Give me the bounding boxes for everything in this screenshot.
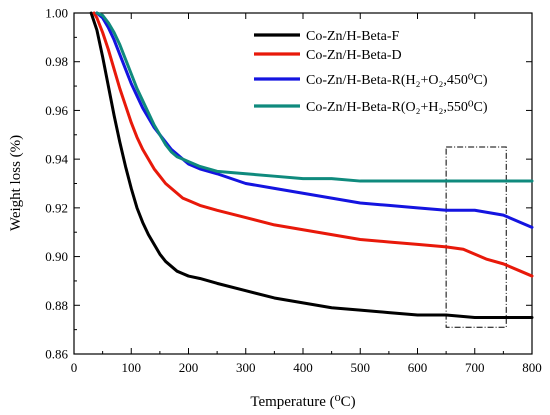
legend-label-series-1: Co-Zn/H-Beta-F: [306, 29, 400, 44]
series-line-2: [92, 11, 534, 278]
axis-ticks: [73, 12, 533, 355]
x-tick-label: 600: [408, 360, 428, 375]
x-tick-label: 400: [293, 360, 313, 375]
series-lines: [89, 11, 534, 319]
y-tick-label: 0.90: [45, 249, 68, 264]
x-tick-label: 0: [71, 360, 78, 375]
series-line-1: [89, 11, 534, 319]
legend-label-series-4: Co-Zn/H-Beta-R(O₂+H₂,550⁰C): [306, 100, 488, 115]
x-tick-label: 300: [236, 360, 256, 375]
legend-label-series-3: Co-Zn/H-Beta-R(H₂+O₂,450⁰C): [306, 73, 488, 88]
x-tick-label: 200: [179, 360, 199, 375]
x-tick-label: 700: [465, 360, 485, 375]
highlight-annotation: [445, 146, 507, 328]
x-tick-labels: 0 100 200 300 400 500 600 700 800: [71, 360, 542, 375]
x-tick-label: 800: [522, 360, 542, 375]
x-axis-label: Temperature (⁰C): [250, 394, 355, 410]
y-tick-label: 0.92: [45, 200, 68, 215]
dashdot-highlight-box: [445, 146, 507, 328]
y-tick-label: 0.94: [45, 152, 68, 167]
legend: Co-Zn/H-Beta-F Co-Zn/H-Beta-D Co-Zn/H-Be…: [254, 29, 488, 115]
y-axis-label: Weight loss (%): [8, 135, 24, 231]
x-tick-label: 100: [122, 360, 142, 375]
series-line-4: [95, 11, 534, 183]
y-tick-label: 0.86: [45, 347, 68, 362]
y-tick-label: 0.88: [45, 298, 68, 313]
legend-label-series-2: Co-Zn/H-Beta-D: [306, 48, 402, 63]
y-tick-labels: 0.86 0.88 0.90 0.92 0.94 0.96 0.98 1.00: [45, 6, 68, 362]
x-tick-label: 500: [351, 360, 371, 375]
y-tick-label: 0.98: [45, 54, 68, 69]
y-tick-label: 0.96: [45, 103, 68, 118]
y-tick-label: 1.00: [45, 6, 68, 21]
